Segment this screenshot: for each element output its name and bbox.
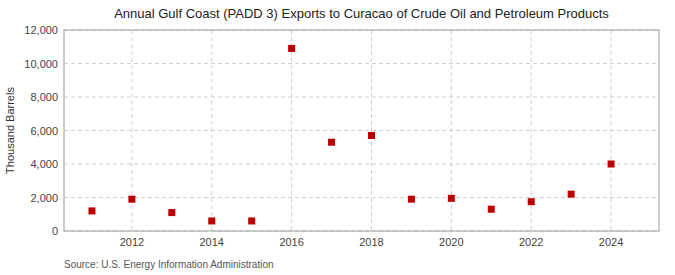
x-tick-label: 2022 xyxy=(519,236,543,248)
x-tick-label: 2018 xyxy=(359,236,383,248)
y-axis-label: Thousand Barrels xyxy=(4,87,16,174)
y-tick-label: 0 xyxy=(52,225,58,237)
grid-line-y xyxy=(64,130,659,131)
grid-line-y xyxy=(64,63,659,64)
y-tick-label: 10,000 xyxy=(24,58,58,70)
point xyxy=(568,191,575,198)
grid-line-y xyxy=(64,164,659,165)
chart: Annual Gulf Coast (PADD 3) Exports to Cu… xyxy=(0,0,675,275)
axes: 0 2,000 4,000 6,000 8,000 10,000 12,000 2012 201… xyxy=(24,24,659,248)
points xyxy=(88,45,614,225)
grid-line-x xyxy=(211,30,212,231)
point xyxy=(608,161,615,168)
x-tick-label: 2024 xyxy=(599,236,623,248)
point xyxy=(488,206,495,213)
point xyxy=(128,196,135,203)
grid-line-x xyxy=(371,30,372,231)
source-note: Source: U.S. Energy Information Administ… xyxy=(64,259,274,270)
y-tick-label: 6,000 xyxy=(30,125,58,137)
y-tick-label: 12,000 xyxy=(24,24,58,36)
y-tick-label: 2,000 xyxy=(30,192,58,204)
point xyxy=(168,209,175,216)
point xyxy=(208,217,215,224)
point xyxy=(328,139,335,146)
y-tick-label: 4,000 xyxy=(30,158,58,170)
plot-frame xyxy=(64,30,659,231)
point xyxy=(368,132,375,139)
point xyxy=(528,198,535,205)
point xyxy=(288,45,295,52)
point xyxy=(88,207,95,214)
x-tick-label: 2016 xyxy=(279,236,303,248)
x-tick-label: 2012 xyxy=(120,236,144,248)
point xyxy=(408,196,415,203)
title: Annual Gulf Coast (PADD 3) Exports to Cu… xyxy=(114,6,609,21)
x-tick-label: 2014 xyxy=(200,236,224,248)
x-tick-label: 2020 xyxy=(439,236,463,248)
grid-line-x xyxy=(611,30,612,231)
point xyxy=(248,217,255,224)
y-tick-label: 8,000 xyxy=(30,91,58,103)
grid xyxy=(64,30,659,231)
grid-line-x xyxy=(291,30,292,231)
grid-line-y xyxy=(64,97,659,98)
point xyxy=(448,195,455,202)
